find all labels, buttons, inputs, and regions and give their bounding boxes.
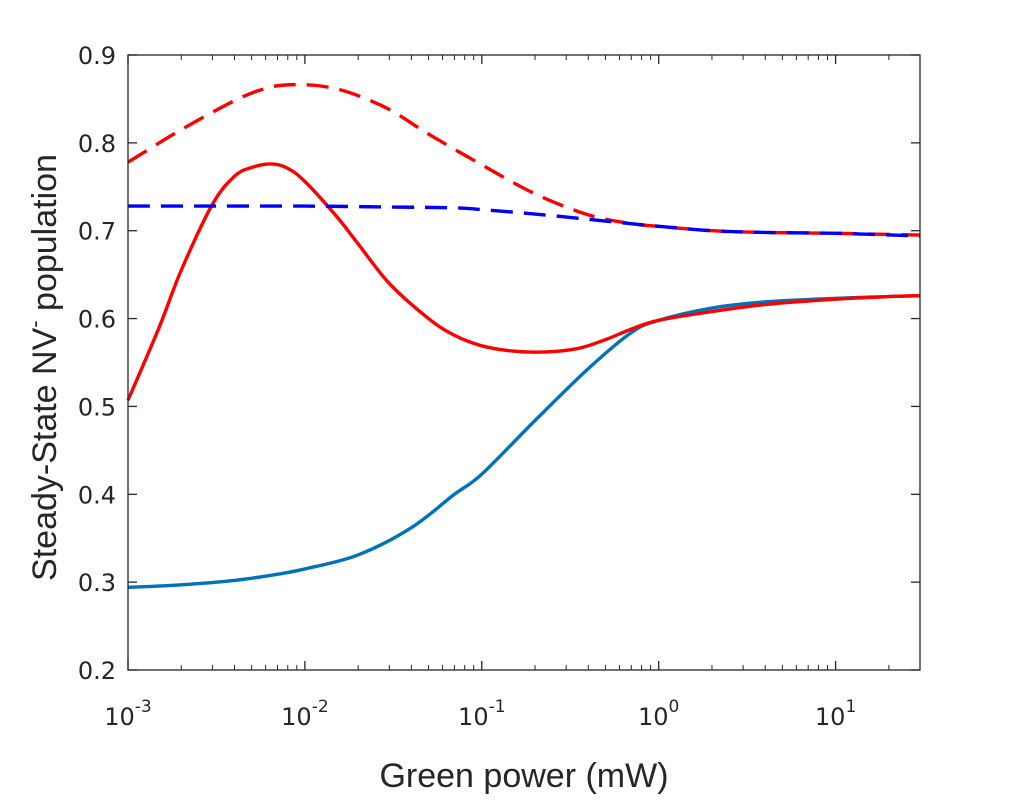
x-tick-label: 10-3 bbox=[104, 697, 152, 731]
y-tick-label: 0.3 bbox=[78, 569, 116, 597]
y-tick-label: 0.6 bbox=[78, 306, 116, 334]
x-tick-label: 100 bbox=[638, 697, 679, 731]
tick-layer: 0.2 0.3 0.4 0.5 0.6 0.7 0.8 0.9 10-3 10-2 10-1 100 1… bbox=[78, 42, 921, 731]
y-tick-label: 0.5 bbox=[78, 393, 116, 421]
y-tick-label: 0.4 bbox=[78, 481, 116, 509]
series-line-dashed-blue bbox=[128, 204, 921, 238]
y-tick-label: 0.8 bbox=[78, 130, 116, 158]
series-layer bbox=[126, 82, 921, 590]
y-axis-label: Steady-State NV- population bbox=[22, 154, 64, 581]
x-tick-label: 10-2 bbox=[281, 697, 329, 731]
series-line-solid-blue bbox=[127, 294, 921, 590]
x-tick-label: 101 bbox=[815, 697, 856, 731]
y-tick-label: 0.9 bbox=[78, 42, 116, 70]
series-line-solid-red bbox=[126, 162, 921, 401]
y-tick-label: 0.7 bbox=[78, 218, 116, 246]
series-line-dashed-red bbox=[127, 82, 921, 237]
x-tick-label: 10-1 bbox=[458, 697, 506, 731]
plot-frame bbox=[127, 54, 921, 671]
label-layer: Green power (mW) Steady-State NV- populat… bbox=[22, 154, 669, 795]
x-axis-label: Green power (mW) bbox=[379, 757, 668, 795]
y-tick-label: 0.2 bbox=[78, 657, 116, 685]
